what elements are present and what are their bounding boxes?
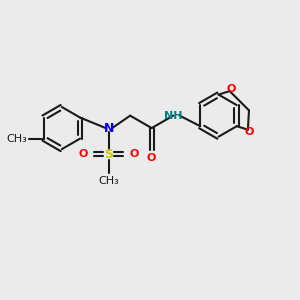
Text: N: N xyxy=(103,122,114,135)
Text: O: O xyxy=(147,153,156,163)
Text: O: O xyxy=(129,149,139,159)
Text: S: S xyxy=(104,148,113,161)
Text: O: O xyxy=(79,149,88,159)
Text: CH₃: CH₃ xyxy=(98,176,119,186)
Text: CH₃: CH₃ xyxy=(7,134,28,144)
Text: O: O xyxy=(244,127,254,137)
Text: NH: NH xyxy=(164,111,182,121)
Text: O: O xyxy=(226,84,236,94)
